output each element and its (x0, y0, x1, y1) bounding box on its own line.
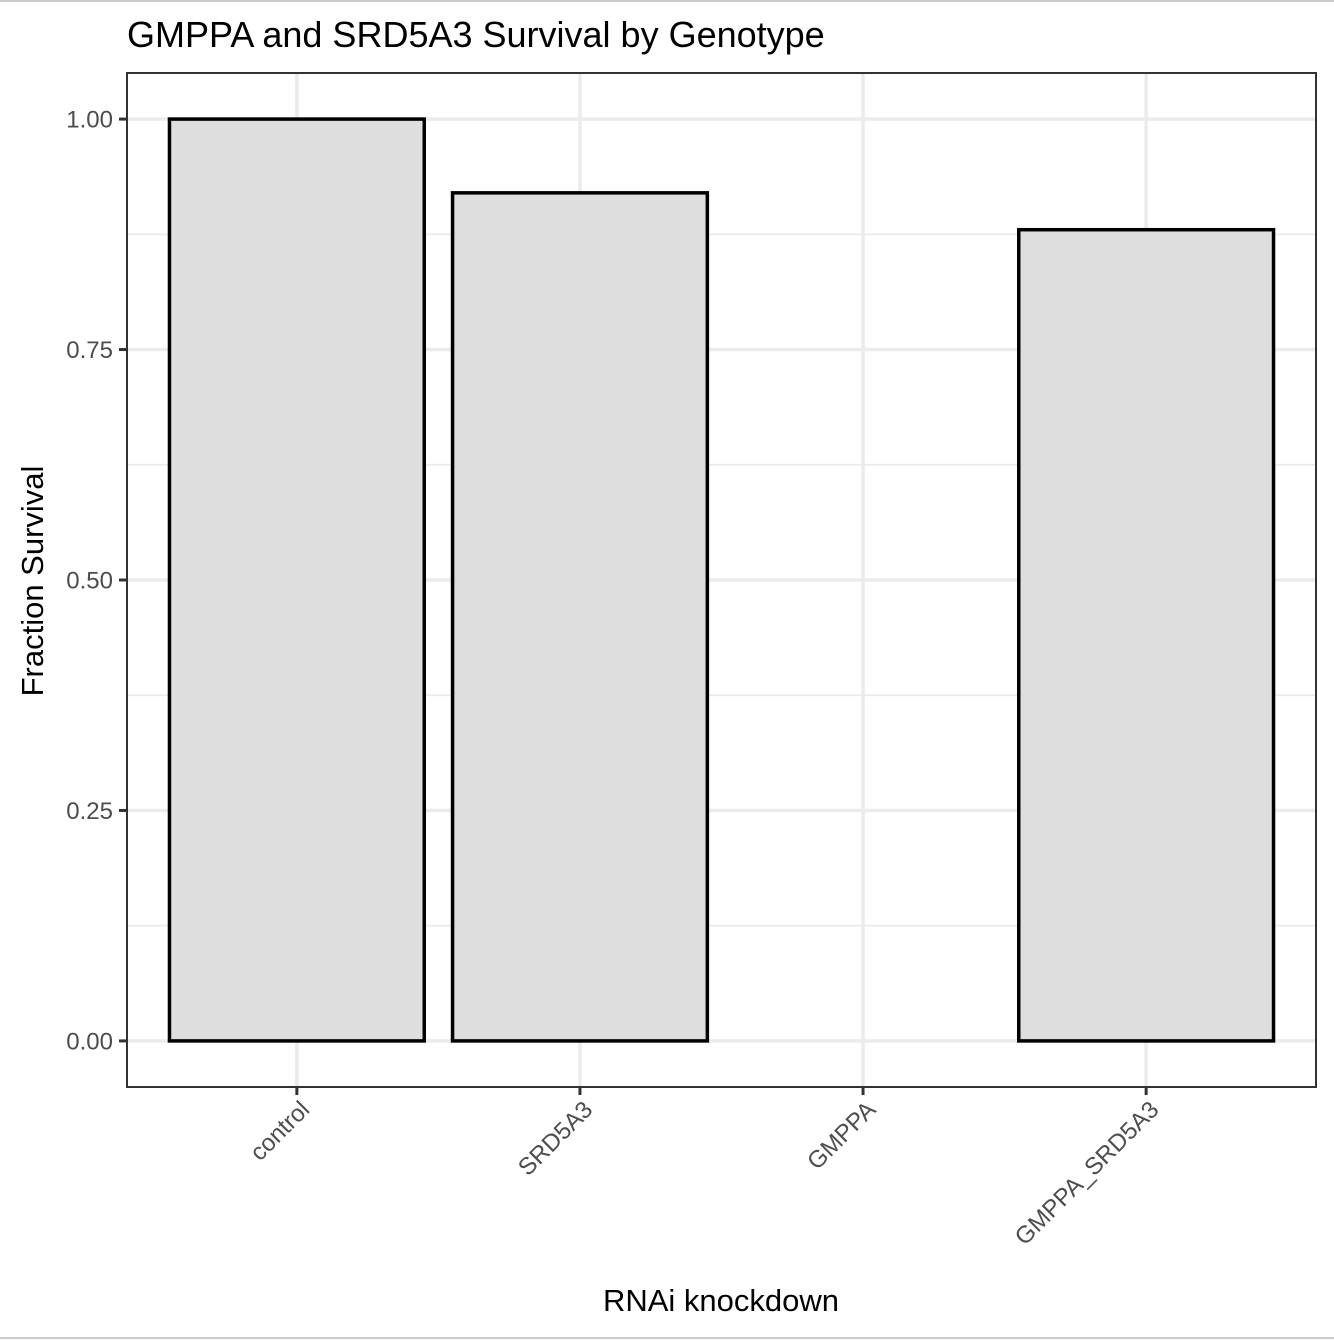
y-tick-label: 0.00 (66, 1028, 113, 1055)
y-tick-label: 0.75 (66, 337, 113, 364)
y-axis: 0.00 0.25 0.50 0.75 1.00 (66, 107, 127, 1055)
x-axis: control SRD5A3 GMPPA GMPPA_SRD5A3 (245, 1087, 1164, 1251)
y-tick-label: 1.00 (66, 107, 113, 134)
bar-srd5a3 (450, 191, 710, 1043)
bars-layer (167, 117, 1276, 1043)
chart-title: GMPPA and SRD5A3 Survival by Genotype (127, 14, 825, 55)
bar-gmppa-srd5a3 (1017, 227, 1276, 1043)
y-axis-title: Fraction Survival (15, 466, 50, 697)
bar-control (167, 117, 426, 1043)
x-tick-label: control (245, 1096, 315, 1166)
x-tick-label: GMPPA (802, 1096, 881, 1175)
x-tick-label: GMPPA_SRD5A3 (1010, 1096, 1165, 1251)
y-tick-label: 0.50 (66, 568, 113, 595)
x-tick-label: SRD5A3 (513, 1096, 598, 1181)
y-tick-label: 0.25 (66, 798, 113, 825)
x-axis-title: RNAi knockdown (603, 1283, 839, 1318)
